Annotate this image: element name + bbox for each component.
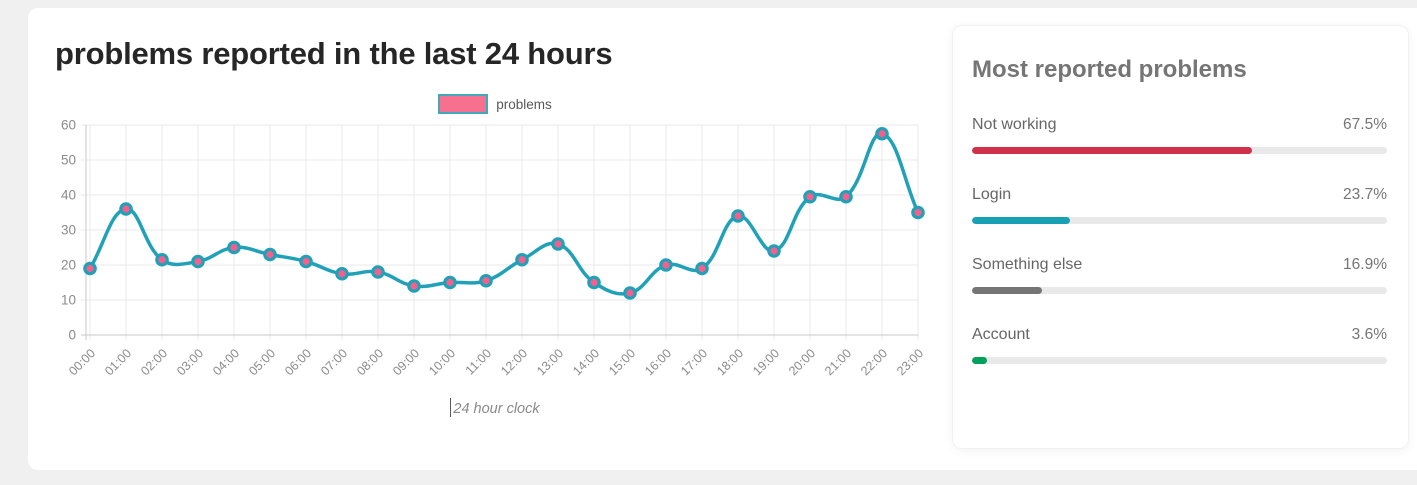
problem-item-header: Login 23.7% (972, 186, 1387, 204)
problem-item: Account 3.6% (972, 326, 1387, 364)
data-point-marker (659, 258, 673, 272)
x-tick-label: 17:00 (678, 346, 710, 378)
progress-track (972, 287, 1387, 294)
progress-fill (972, 147, 1253, 154)
data-point-marker (839, 189, 853, 204)
data-point-marker (875, 126, 889, 141)
x-tick-label: 19:00 (750, 346, 782, 378)
y-tick-label: 10 (61, 293, 76, 308)
progress-track (972, 357, 1387, 364)
data-point-marker (83, 261, 97, 276)
data-point-marker (587, 275, 601, 290)
x-tick-label: 16:00 (642, 346, 674, 378)
data-point-marker (479, 273, 493, 288)
data-point-marker (299, 254, 313, 269)
y-tick-label: 60 (61, 118, 76, 133)
x-tick-label: 10:00 (426, 346, 458, 378)
xaxis-caption-text: 24 hour clock (453, 401, 540, 417)
problem-label: Not working (972, 116, 1057, 133)
data-point-marker (119, 202, 133, 216)
y-tick-label: 40 (61, 188, 76, 203)
y-axis-tick-labels: 0 10 20 30 40 50 60 (61, 118, 76, 343)
line-chart-svg: 0 10 20 30 40 50 60 00:00 01:00 02:00 03:00 04:00 05… (61, 118, 926, 379)
text-caret-icon (450, 398, 452, 417)
data-point-marker (911, 205, 925, 220)
data-point-marker (515, 252, 529, 267)
data-point-marker (407, 279, 421, 293)
data-point-marker (695, 261, 709, 276)
page-title: problems reported in the last 24 hours (55, 36, 613, 71)
progress-fill (972, 217, 1071, 224)
data-point-marker (767, 244, 781, 258)
progress-fill (972, 287, 1043, 294)
chart-legend: problems (50, 94, 940, 114)
data-point-marker (371, 265, 385, 279)
x-tick-label: 18:00 (714, 346, 746, 378)
x-tick-label: 00:00 (66, 346, 98, 378)
data-point-marker (443, 275, 457, 290)
y-tick-label: 20 (61, 258, 76, 273)
data-point-marker (335, 266, 349, 281)
x-tick-label: 11:00 (463, 346, 494, 377)
problem-item: Login 23.7% (972, 186, 1387, 224)
x-axis-tick-labels: 00:00 01:00 02:00 03:00 04:00 05:00 06:00 07:00… (66, 346, 926, 378)
problem-percentage: 67.5% (1343, 116, 1387, 133)
x-tick-label: 14:00 (570, 346, 602, 378)
data-point-marker (227, 240, 241, 255)
panel-title: Most reported problems (972, 56, 1247, 83)
legend-item-problems[interactable]: problems (438, 94, 552, 114)
x-tick-label: 04:00 (210, 346, 242, 378)
y-tick-label: 50 (61, 153, 76, 168)
legend-swatch (438, 94, 489, 114)
legend-label: problems (496, 96, 552, 112)
x-tick-label: 22:00 (858, 346, 890, 378)
problem-item-header: Not working 67.5% (972, 116, 1387, 134)
problem-percentage: 3.6% (1351, 326, 1387, 343)
x-tick-label: 03:00 (174, 346, 206, 378)
x-tick-label: 02:00 (138, 346, 170, 378)
x-tick-label: 05:00 (246, 346, 278, 378)
progress-track (972, 217, 1387, 224)
data-point-marker (623, 286, 637, 300)
problem-label: Account (972, 326, 1030, 343)
x-tick-label: 23:00 (894, 346, 926, 378)
data-point-marker (155, 252, 169, 267)
data-point-marker (803, 189, 817, 204)
problems-line-series (88, 132, 920, 296)
x-tick-label: 20:00 (786, 346, 818, 378)
progress-track (972, 147, 1387, 154)
problem-label: Something else (972, 256, 1083, 273)
x-tick-label: 12:00 (498, 346, 530, 378)
x-tick-label: 01:00 (102, 346, 134, 378)
chart-gridlines (81, 124, 919, 340)
data-point-marker (191, 254, 205, 269)
problem-percentage: 16.9% (1343, 256, 1387, 273)
problem-item-header: Something else 16.9% (972, 256, 1387, 274)
problem-item-header: Account 3.6% (972, 326, 1387, 344)
x-tick-label: 06:00 (282, 346, 314, 378)
data-point-marker (263, 247, 277, 262)
progress-fill (972, 357, 987, 364)
y-tick-label: 0 (68, 328, 76, 343)
problem-percentage: 23.7% (1343, 186, 1387, 203)
problem-item: Not working 67.5% (972, 116, 1387, 154)
xaxis-caption[interactable]: 24 hour clock (50, 398, 940, 417)
problem-label: Login (972, 186, 1012, 203)
problem-item: Something else 16.9% (972, 256, 1387, 294)
x-tick-label: 07:00 (318, 346, 350, 378)
y-tick-label: 30 (61, 223, 76, 238)
most-reported-panel: Most reported problems Not working 67.5%… (952, 25, 1409, 449)
x-tick-label: 09:00 (390, 346, 422, 378)
problem-list: Not working 67.5% Login 23.7% Something … (972, 116, 1387, 364)
data-point-markers (83, 126, 925, 300)
data-point-marker (551, 237, 565, 251)
data-point-marker (731, 209, 745, 223)
x-tick-label: 21:00 (822, 346, 854, 378)
line-chart-canvas: 0 10 20 30 40 50 60 00:00 01:00 02:00 03:00 04:00 05… (50, 113, 940, 398)
x-tick-label: 08:00 (354, 346, 386, 378)
x-tick-label: 13:00 (534, 346, 566, 378)
x-tick-label: 15:00 (606, 346, 638, 378)
